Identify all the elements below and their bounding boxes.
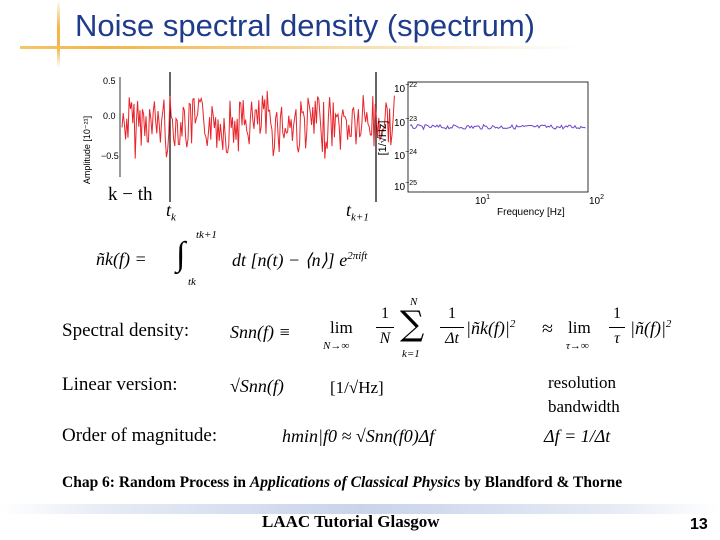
spectrum-curve [409,123,586,131]
frac2-num: 1 [448,305,456,322]
spectrum-ytick-0: 10−22 [394,82,417,95]
frac3-bar [609,327,625,328]
spectrum-xlabel: Frequency [Hz] [497,207,565,218]
linear-expr: √Snn(f) [230,376,284,396]
t-end-sub: k+1 [351,211,369,224]
t-start-label: tk [166,200,176,224]
time-plot-ytick-2: −0.5 [101,151,119,161]
sum-sign: ∑ [400,304,425,344]
integral-lower: tk [188,276,196,288]
noise-time-series [121,90,395,159]
frac1-den: N [379,330,391,347]
frac3-num: 1 [613,305,621,322]
spectral-lim: lim [330,318,353,337]
time-plot-ylabel: Amplitude [10⁻²¹] [82,116,92,184]
title-accent-horizontal [20,46,580,49]
t-end-label: tk+1 [346,200,369,224]
sum-top: N [410,296,418,308]
spectral-lim-sub: N→∞ [323,340,350,352]
integral-upper: tk+1 [196,229,217,241]
fourier-integrand: dt [n(t) − ⟨n⟩] e2πift [232,250,368,270]
reference-prefix: Chap 6: Random Process in [62,474,250,491]
bandwidth-expr: Δf = 1/Δt [544,426,611,446]
spectrum-xtick-0: 101 [475,194,490,207]
title-accent-vertical [57,0,60,68]
page-title: Noise spectral density (spectrum) [75,8,535,43]
resolution-label: resolution [548,373,616,392]
approx-sign: ≈ [542,318,553,340]
frac1-num: 1 [381,305,389,322]
reference-book: Applications of Classical Physics [249,474,461,491]
order-expr: hmin|f0 ≈ √Snn(f0)Δf [282,426,435,446]
spectral-lim2-sub: τ→∞ [566,340,589,352]
bandwidth-label: bandwidth [548,397,620,416]
spectral-lhs: Snn(f) ≡ [230,322,291,342]
t-end-symbol: t [346,200,352,220]
spectral-lim-2: lim [568,318,591,337]
time-series-plot: Amplitude [10⁻²¹] 0.5 0.0 −0.5 [82,72,395,202]
segment-label: k − th [108,184,153,205]
spectrum-ytick-2: 10−24 [394,149,417,162]
footer-bar [0,504,720,514]
frac2-den: Δt [445,330,459,347]
spectrum-plot: [1/√Hz] 10−22 10−23 10−24 10−25 101 102 … [377,81,604,218]
frac3-den: τ [614,330,620,347]
spectrum-xtick-1: 102 [589,194,604,207]
spectral-term: |ñk(f)|2 [466,318,516,338]
page-number: 13 [690,516,708,533]
t-start-sub: k [171,211,176,224]
reference-suffix: by Blandford & Thorne [460,474,623,491]
spectrum-ytick-3: 10−25 [394,180,417,193]
spectral-term-2: |ñ(f)|2 [630,318,672,338]
spectrum-ytick-1: 10−23 [394,116,417,129]
footer-text: LAAC Tutorial Glasgow [262,512,440,531]
time-plot-ytick-0: 0.5 [103,76,116,86]
linear-version-label: Linear version: [62,374,178,395]
integral-sign: ∫ [176,236,186,273]
spectrum-frame [407,81,589,193]
sum-bottom: k=1 [402,348,420,360]
reference-line: Chap 6: Random Process in Applications o… [62,474,622,492]
linear-units: [1/√Hz] [330,378,384,397]
frac1-bar [376,327,394,328]
time-plot-ytick-1: 0.0 [103,111,116,121]
spectral-density-label: Spectral density: [62,320,190,341]
t-start-symbol: t [166,200,172,220]
spectrum-ylabel: [1/√Hz] [377,121,389,156]
frac2-bar [440,327,464,328]
order-of-magnitude-label: Order of magnitude: [62,425,218,446]
fourier-lhs: ñk(f) = [96,249,147,269]
